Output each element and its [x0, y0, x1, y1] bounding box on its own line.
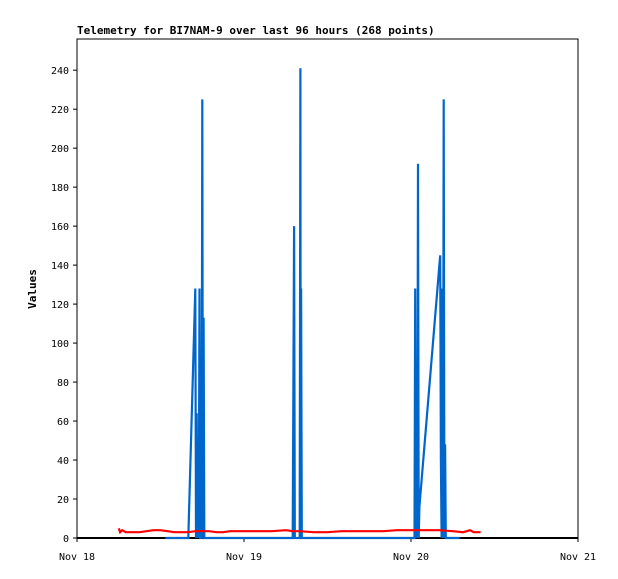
y-tick-label: 200 — [51, 144, 69, 155]
y-tick-label: 60 — [57, 417, 69, 428]
x-tick-label: Nov 18 — [59, 552, 95, 563]
x-tick-label: Nov 21 — [560, 552, 596, 563]
y-tick: 60 — [57, 417, 77, 428]
y-tick: 160 — [51, 222, 77, 233]
series-line-1 — [117, 527, 481, 535]
y-tick-label: 80 — [57, 378, 69, 389]
y-tick: 180 — [51, 183, 77, 194]
data-series — [117, 68, 481, 540]
y-tick-label: 100 — [51, 339, 69, 350]
y-axis-ticks: 0 20 40 60 80 100 120 140 160 180 200 220 240 — [51, 66, 77, 545]
x-tick: Nov 18 — [59, 538, 95, 563]
y-tick-label: 120 — [51, 300, 69, 311]
y-tick: 140 — [51, 261, 77, 272]
y-tick-label: 240 — [51, 66, 69, 77]
y-tick-label: 0 — [63, 534, 69, 545]
y-tick: 20 — [57, 495, 77, 506]
y-tick-label: 140 — [51, 261, 69, 272]
y-tick-label: 180 — [51, 183, 69, 194]
x-tick: Nov 21 — [560, 538, 596, 563]
y-tick-label: 160 — [51, 222, 69, 233]
x-tick-label: Nov 20 — [393, 552, 429, 563]
y-tick-label: 40 — [57, 456, 69, 467]
y-tick: 80 — [57, 378, 77, 389]
y-tick-label: 20 — [57, 495, 69, 506]
y-tick: 40 — [57, 456, 77, 467]
x-tick-label: Nov 19 — [226, 552, 262, 563]
series-line-0 — [165, 68, 460, 540]
y-tick: 100 — [51, 339, 77, 350]
y-tick: 240 — [51, 66, 77, 77]
x-axis-ticks: Nov 18 Nov 19 Nov 20 Nov 21 — [59, 538, 596, 563]
chart-title: Telemetry for BI7NAM-9 over last 96 hour… — [77, 24, 435, 37]
y-tick: 120 — [51, 300, 77, 311]
y-axis-label: Values — [26, 269, 39, 309]
y-tick-label: 220 — [51, 105, 69, 116]
y-tick: 220 — [51, 105, 77, 116]
y-tick: 0 — [63, 534, 77, 545]
y-tick: 200 — [51, 144, 77, 155]
